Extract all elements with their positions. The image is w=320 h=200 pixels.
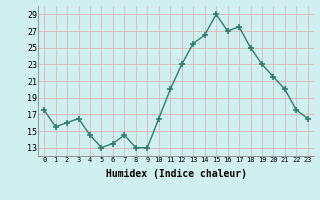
X-axis label: Humidex (Indice chaleur): Humidex (Indice chaleur)	[106, 169, 246, 179]
